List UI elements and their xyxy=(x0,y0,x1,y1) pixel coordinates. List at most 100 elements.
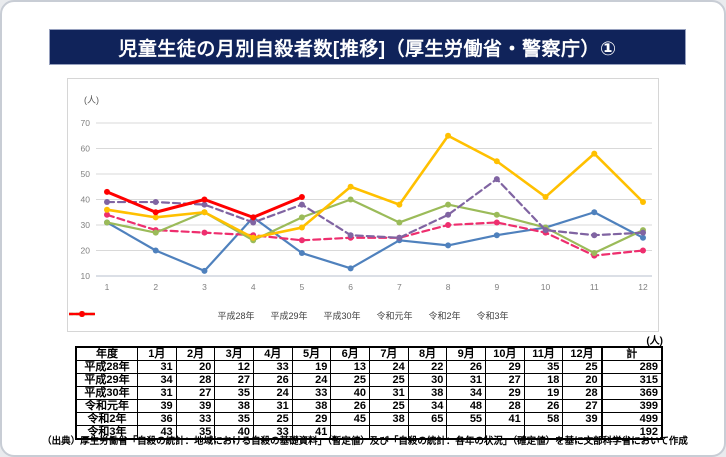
table-total-cell: 369 xyxy=(600,386,663,400)
table-cell: 31 xyxy=(369,386,409,400)
table-row: 令和元年 39 39 38 31 38 26 25 34 48 28 26 27 399 xyxy=(75,399,663,413)
series-line xyxy=(105,213,645,257)
data-point-marker xyxy=(152,214,159,221)
data-point-marker xyxy=(347,265,354,272)
table-cell: 29 xyxy=(485,386,525,400)
data-table: 年度 1月 2月 3月 4月 5月 6月 7月 8月 9月 10月 11月 12月計 平成28年 31 20… xyxy=(75,346,663,440)
data-point-marker xyxy=(445,242,452,249)
data-point-marker xyxy=(250,219,257,226)
data-point-marker xyxy=(493,211,500,218)
x-tick-label: 11 xyxy=(590,282,599,292)
table-row: 令和3年 43 35 40 33 41 192 xyxy=(75,425,663,440)
table-cell: 39 xyxy=(562,412,603,426)
table-total-cell: 499 xyxy=(600,412,663,426)
data-point-marker xyxy=(104,219,110,226)
table-cell: 27 xyxy=(485,373,525,387)
table-cell: 26 xyxy=(446,360,487,374)
table-header-cell: 6月 xyxy=(330,346,371,361)
data-point-marker xyxy=(445,132,452,139)
data-point-marker xyxy=(152,209,159,216)
data-point-marker xyxy=(152,229,159,236)
table-cell: 29 xyxy=(291,412,332,426)
table-cell: 45 xyxy=(330,412,371,426)
data-point-marker xyxy=(298,201,305,208)
legend-item: 平成30年 xyxy=(69,309,361,322)
table-cell: 18 xyxy=(523,373,564,387)
series-line xyxy=(105,211,645,272)
data-point-marker xyxy=(104,206,110,213)
table-header-cell: 4月 xyxy=(253,346,293,361)
row-label: 令和元年 xyxy=(75,399,139,413)
table-cell: 27 xyxy=(175,386,216,400)
table-cell: 25 xyxy=(253,412,293,426)
table-header-row: 年度 1月 2月 3月 4月 5月 6月 7月 8月 9月 10月 11月 12月計 xyxy=(75,346,663,361)
data-point-marker xyxy=(201,267,208,274)
data-point-marker xyxy=(640,229,646,236)
series-line xyxy=(105,198,645,255)
table-cell: 40 xyxy=(330,386,371,400)
table-header-cell: 年度 xyxy=(75,346,139,361)
legend-label: 平成30年 xyxy=(323,311,361,321)
table-cell: 39 xyxy=(137,399,177,413)
table-cell: 12 xyxy=(214,360,255,374)
table-cell: 41 xyxy=(485,412,525,426)
series-line xyxy=(105,134,645,240)
data-point-marker xyxy=(298,237,305,244)
data-point-marker xyxy=(201,201,208,208)
table-cell: 30 xyxy=(407,373,448,387)
legend-label: 令和元年 xyxy=(376,311,413,321)
source-note: （出典）厚生労働省「自殺の統計：地域における自殺の基礎資料」（暫定値）及び「自殺… xyxy=(42,436,688,447)
table-cell: 33 xyxy=(175,412,216,426)
table-cell: 28 xyxy=(485,399,525,413)
x-tick-label: 12 xyxy=(638,282,648,292)
table-cell: 27 xyxy=(214,373,255,387)
data-point-marker xyxy=(104,188,110,195)
table-cell: 25 xyxy=(369,399,409,413)
table-cell: 19 xyxy=(523,386,564,400)
x-tick-label: 7 xyxy=(397,282,402,292)
x-tick-label: 9 xyxy=(494,282,499,292)
data-point-marker xyxy=(298,250,305,257)
data-point-marker xyxy=(591,150,598,157)
data-point-marker xyxy=(396,219,403,226)
data-point-marker xyxy=(445,211,452,218)
data-point-marker xyxy=(591,232,598,239)
table-cell: 13 xyxy=(330,360,371,374)
table-cell: 25 xyxy=(330,373,371,387)
table-cell: 35 xyxy=(214,386,255,400)
table-header-cell: 7月 xyxy=(369,346,409,361)
data-point-marker xyxy=(591,209,598,216)
x-tick-label: 2 xyxy=(153,282,158,292)
y-axis-unit-label: (人) xyxy=(84,95,99,105)
table-cell: 20 xyxy=(562,373,603,387)
x-tick-label: 10 xyxy=(541,282,551,292)
table-cell: 25 xyxy=(562,360,603,374)
table-cell: 27 xyxy=(562,399,603,413)
table-cell: 38 xyxy=(214,399,255,413)
x-tick-label: 6 xyxy=(348,282,353,292)
row-label: 令和3年 xyxy=(75,425,139,440)
table-cell: 34 xyxy=(137,373,177,387)
data-point-marker xyxy=(250,214,257,221)
table-cell: 22 xyxy=(407,360,448,374)
data-point-marker xyxy=(201,209,208,216)
data-point-marker xyxy=(104,211,110,218)
data-point-marker xyxy=(542,193,549,200)
table-cell: 36 xyxy=(137,412,177,426)
title-bar: 児童生徒の月別自殺者数[推移]（厚生労働省・警察庁）① xyxy=(49,29,686,65)
data-point-marker xyxy=(298,214,305,221)
data-point-marker xyxy=(396,201,403,208)
x-tick-label: 3 xyxy=(202,282,207,292)
table-cell: 24 xyxy=(253,386,293,400)
table-cell: 39 xyxy=(175,399,216,413)
data-point-marker xyxy=(201,229,208,236)
row-label: 平成29年 xyxy=(75,373,139,387)
table-cell: 43 xyxy=(137,425,177,440)
legend-label: 平成29年 xyxy=(270,311,308,321)
data-point-marker xyxy=(347,183,354,190)
data-point-marker xyxy=(250,234,257,241)
table-cell: 28 xyxy=(175,373,216,387)
data-point-marker xyxy=(104,199,110,206)
table-cell: 24 xyxy=(291,373,332,387)
